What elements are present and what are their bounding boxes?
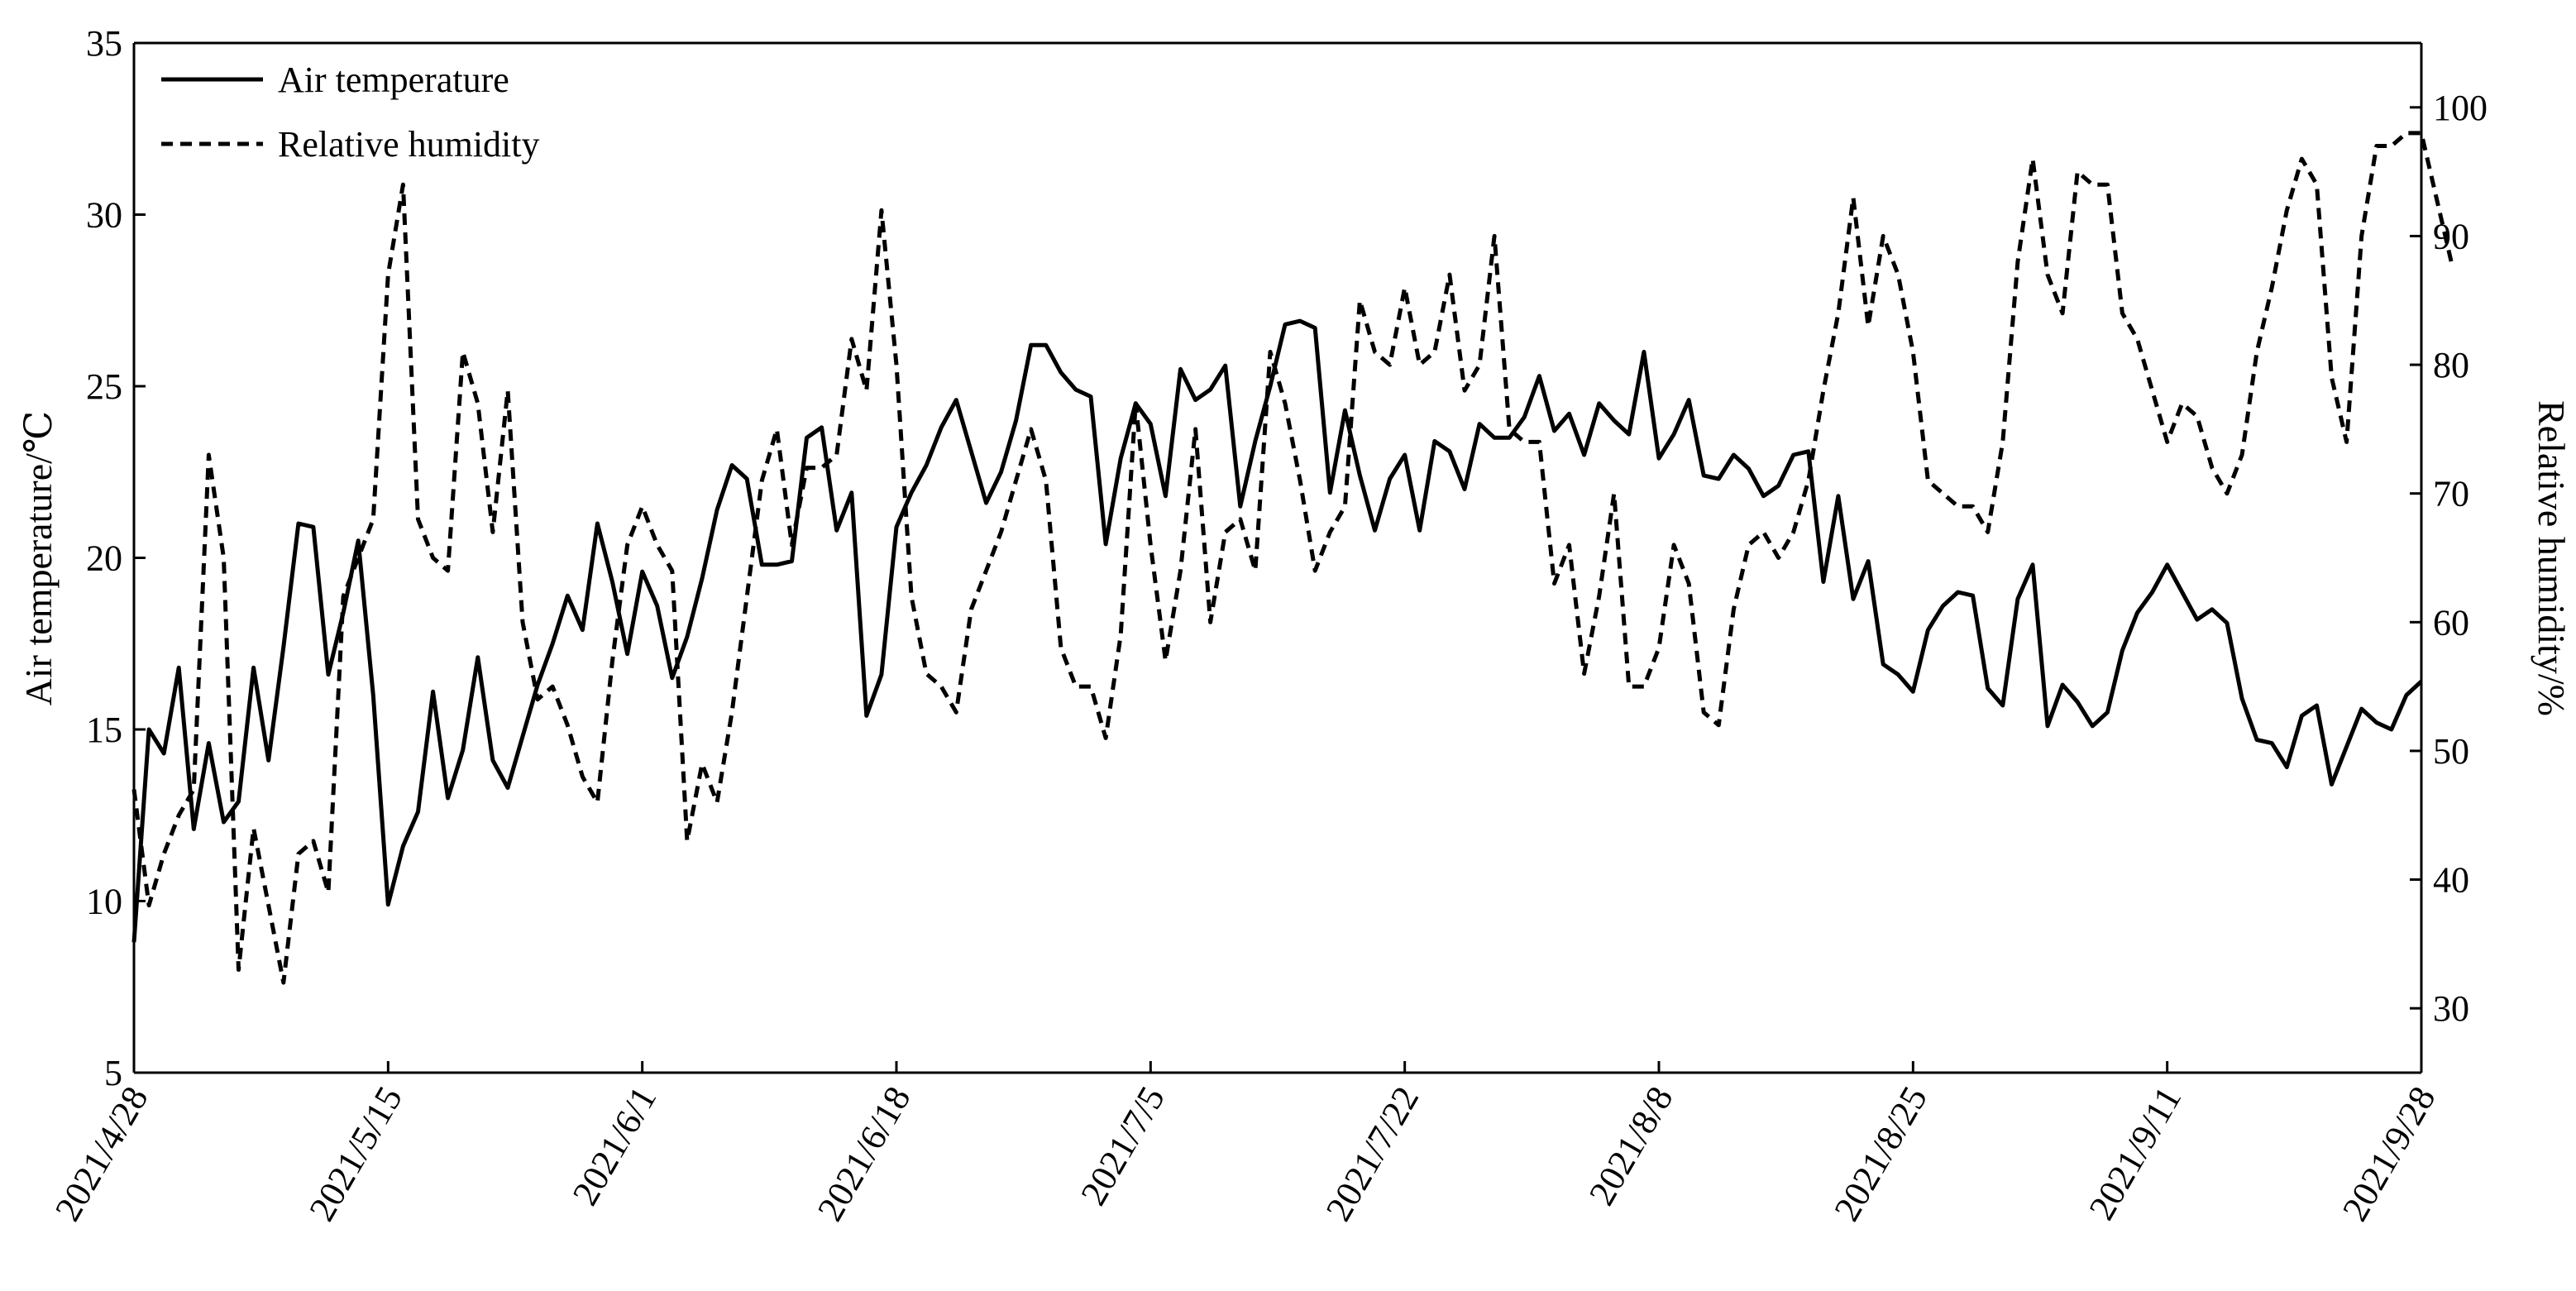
x-tick-label: 2021/5/15 [301, 1080, 410, 1228]
x-tick-label: 2021/6/18 [810, 1080, 919, 1228]
x-tick-label: 2021/9/28 [2335, 1080, 2444, 1228]
x-tick-label: 2021/6/1 [565, 1080, 665, 1212]
x-axis-ticks: 2021/4/28 2021/5/15 2021/6/1 2021/6/18 2021/… [47, 1061, 2444, 1228]
y-tick-label: 10 [86, 882, 122, 922]
series-line-relative-humidity [131, 131, 2454, 985]
y-tick-label: 20 [86, 538, 122, 579]
legend-label-relative-humidity: Relative humidity [278, 124, 540, 165]
legend: Air temperature Relative humidity [161, 60, 540, 165]
y2-axis-title: Relative humidity/% [2531, 400, 2573, 716]
y2-tick-label: 30 [2433, 988, 2469, 1029]
y2-tick-label: 100 [2433, 88, 2488, 128]
y-axis-ticks: 5 10 15 20 25 30 35 [86, 23, 146, 1093]
y-tick-label: 35 [86, 23, 122, 64]
x-tick-label: 2021/8/25 [1826, 1080, 1935, 1228]
x-tick-label: 2021/4/28 [47, 1080, 156, 1228]
y2-tick-label: 40 [2433, 860, 2469, 901]
series-lines [131, 131, 2454, 985]
x-tick-label: 2021/7/5 [1073, 1080, 1173, 1212]
y2-tick-label: 50 [2433, 731, 2469, 772]
y-tick-label: 25 [86, 366, 122, 407]
x-tick-label: 2021/8/8 [1581, 1080, 1681, 1212]
y-tick-label: 30 [86, 195, 122, 236]
legend-label-air-temperature: Air temperature [278, 60, 509, 100]
y-tick-label: 15 [86, 710, 122, 750]
y2-tick-label: 70 [2433, 474, 2469, 514]
x-tick-label: 2021/7/22 [1318, 1080, 1427, 1228]
y2-tick-label: 60 [2433, 602, 2469, 643]
y2-tick-label: 90 [2433, 216, 2469, 256]
y2-axis-ticks: 30 40 50 60 70 80 90 100 [2410, 88, 2488, 1029]
y2-tick-label: 80 [2433, 345, 2469, 385]
plot-frame [132, 41, 2423, 1074]
x-tick-label: 2021/9/11 [2081, 1080, 2189, 1227]
series-line-air-temperature [131, 318, 2423, 943]
y-axis-title: Air temperature/℃ [17, 411, 60, 706]
y-tick-label: 5 [104, 1053, 122, 1093]
